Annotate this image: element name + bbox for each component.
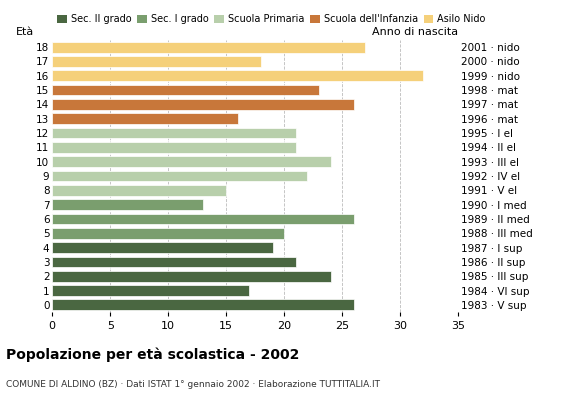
Text: Popolazione per età scolastica - 2002: Popolazione per età scolastica - 2002 <box>6 348 299 362</box>
Text: Anno di nascita: Anno di nascita <box>372 27 458 37</box>
Bar <box>52 271 331 282</box>
Bar <box>52 285 249 296</box>
Text: COMUNE DI ALDINO (BZ) · Dati ISTAT 1° gennaio 2002 · Elaborazione TUTTITALIA.IT: COMUNE DI ALDINO (BZ) · Dati ISTAT 1° ge… <box>6 380 380 389</box>
Bar <box>52 242 273 253</box>
Bar <box>52 171 307 181</box>
Text: Età: Età <box>16 27 34 37</box>
Bar <box>52 199 203 210</box>
Bar <box>52 300 354 310</box>
Bar <box>52 228 284 239</box>
Bar <box>52 128 296 138</box>
Bar <box>52 56 261 67</box>
Bar <box>52 214 354 224</box>
Bar <box>52 42 365 52</box>
Bar <box>52 113 238 124</box>
Bar <box>52 156 331 167</box>
Bar <box>52 142 296 153</box>
Legend: Sec. II grado, Sec. I grado, Scuola Primaria, Scuola dell'Infanzia, Asilo Nido: Sec. II grado, Sec. I grado, Scuola Prim… <box>57 14 485 24</box>
Bar <box>52 185 226 196</box>
Bar <box>52 85 319 96</box>
Bar <box>52 256 296 267</box>
Bar <box>52 70 423 81</box>
Bar <box>52 99 354 110</box>
